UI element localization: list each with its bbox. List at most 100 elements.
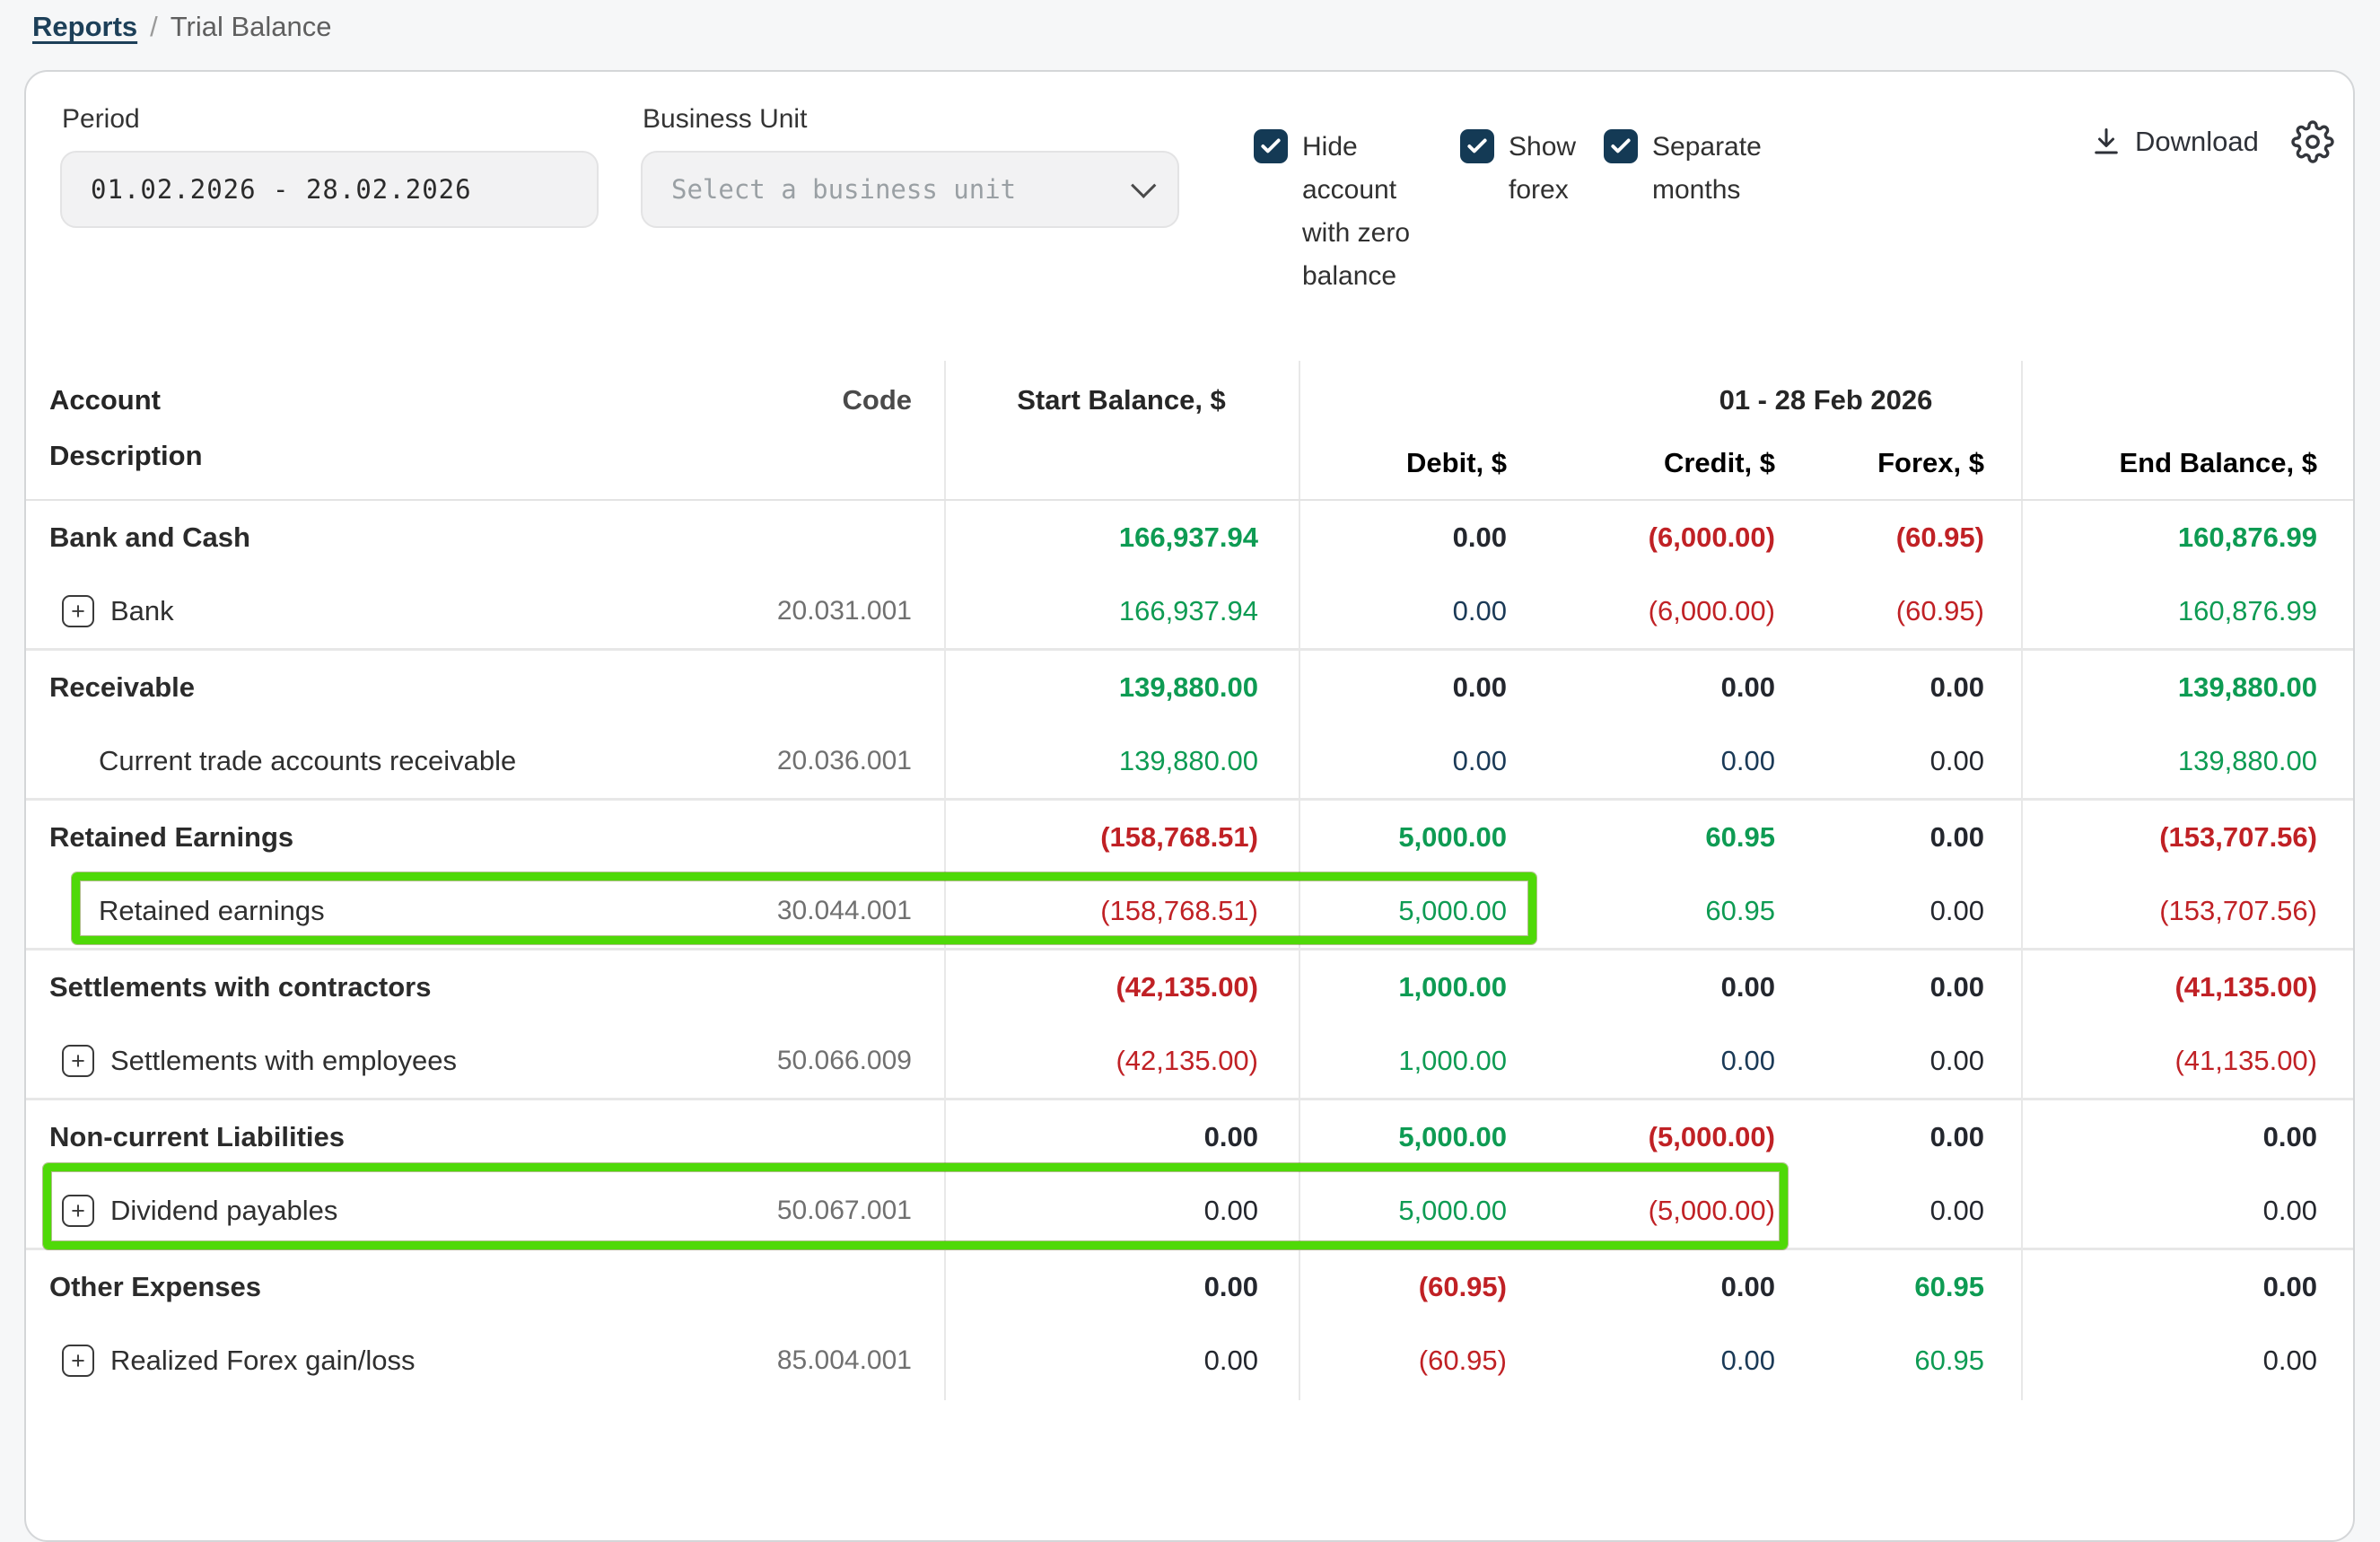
account-name: Dividend payables: [110, 1195, 337, 1227]
expand-icon[interactable]: +: [62, 1045, 94, 1077]
column-divider: [1299, 361, 1300, 1400]
page-title: Trial Balance: [171, 11, 332, 42]
cell-end-balance: 139,880.00: [2021, 671, 2353, 704]
cell-credit[interactable]: 0.00: [1534, 1345, 1802, 1377]
cell-credit: (5,000.00): [1534, 1121, 1802, 1153]
cell-end-balance: 0.00: [2021, 1121, 2353, 1153]
account-code: 30.044.001: [777, 896, 912, 926]
cell-forex: 0.00: [1802, 745, 2021, 777]
business-unit-label: Business Unit: [643, 104, 807, 135]
checkbox-show-forex[interactable]: Show forex: [1460, 126, 1598, 212]
checkbox-label: Hide account with zero balance: [1302, 126, 1428, 298]
account-band: Other Expenses0.00(60.95)0.0060.950.00+R…: [26, 1250, 2353, 1397]
cell-credit: (5,000.00): [1534, 1195, 1802, 1227]
table-row-group: Non-current Liabilities0.005,000.00(5,00…: [26, 1100, 2353, 1174]
account-name: Realized Forex gain/loss: [110, 1345, 415, 1377]
group-name: Receivable: [26, 671, 195, 704]
cell-debit: 5,000.00: [1299, 895, 1534, 927]
cell-credit: 60.95: [1534, 895, 1802, 927]
cell-credit: 0.00: [1534, 971, 1802, 1003]
cell-start-balance: (158,768.51): [944, 895, 1299, 927]
account-code: 85.004.001: [777, 1345, 912, 1376]
column-divider: [2021, 361, 2023, 1400]
expand-icon[interactable]: +: [62, 1345, 94, 1377]
header-debit: Debit, $: [1299, 447, 1507, 479]
cell-forex: (60.95): [1802, 521, 2021, 554]
cell-start-balance: 166,937.94: [944, 595, 1299, 627]
table-row: +Realized Forex gain/loss85.004.0010.00(…: [26, 1324, 2353, 1397]
checkbox-checked-icon[interactable]: [1604, 129, 1638, 163]
expand-icon[interactable]: +: [62, 1195, 94, 1227]
cell-start-balance: (42,135.00): [944, 1045, 1299, 1077]
cell-start-balance: 0.00: [944, 1121, 1299, 1153]
header-forex: Forex, $: [1802, 447, 1984, 479]
cell-forex: 0.00: [1802, 971, 2021, 1003]
account-code: 50.067.001: [777, 1196, 912, 1226]
cell-start-balance: (158,768.51): [944, 821, 1299, 854]
cell-start-balance: 139,880.00: [944, 671, 1299, 704]
cell-end-balance: (153,707.56): [2021, 821, 2353, 854]
checkbox-label: Show forex: [1509, 126, 1598, 212]
cell-credit: 60.95: [1534, 821, 1802, 854]
cell-forex: 60.95: [1802, 1345, 2021, 1377]
checkbox-hide-zero-balance[interactable]: Hide account with zero balance: [1254, 126, 1428, 298]
cell-start-balance: 0.00: [944, 1271, 1299, 1303]
cell-debit: 5,000.00: [1299, 821, 1534, 854]
cell-end-balance: 160,876.99: [2021, 595, 2353, 627]
breadcrumb-reports-link[interactable]: Reports: [32, 11, 137, 42]
table-row: Retained earnings 30.044.001 (158,768.51)5…: [26, 874, 2353, 948]
cell-debit: 0.00: [1299, 671, 1534, 704]
account-code: 50.066.009: [777, 1046, 912, 1076]
checkbox-label: Separate months: [1652, 126, 1783, 212]
cell-credit: 0.00: [1534, 671, 1802, 704]
column-divider: [944, 361, 946, 1400]
period-input[interactable]: 01.02.2026 - 28.02.2026: [60, 151, 599, 228]
header-credit: Credit, $: [1534, 447, 1775, 479]
cell-start-balance: 139,880.00: [944, 745, 1299, 777]
cell-debit[interactable]: 0.00: [1299, 595, 1534, 627]
cell-forex: 0.00: [1802, 895, 2021, 927]
cell-end-balance: 0.00: [2021, 1271, 2353, 1303]
cell-debit: (60.95): [1299, 1271, 1534, 1303]
group-name: Non-current Liabilities: [26, 1121, 345, 1153]
account-code: 20.036.001: [777, 746, 912, 776]
expand-icon[interactable]: +: [62, 595, 94, 627]
cell-credit[interactable]: 0.00: [1534, 1045, 1802, 1077]
checkbox-checked-icon[interactable]: [1460, 129, 1494, 163]
cell-credit[interactable]: 0.00: [1534, 745, 1802, 777]
cell-credit: (6,000.00): [1534, 595, 1802, 627]
cell-end-balance: 0.00: [2021, 1345, 2353, 1377]
cell-end-balance: 139,880.00: [2021, 745, 2353, 777]
business-unit-placeholder: Select a business unit: [671, 174, 1016, 205]
group-name: Other Expenses: [26, 1271, 261, 1303]
cell-forex: 0.00: [1802, 1195, 2021, 1227]
account-name: Retained earnings: [26, 895, 325, 927]
checkbox-separate-months[interactable]: Separate months: [1604, 126, 1783, 212]
account-band: Receivable139,880.000.000.000.00139,880.…: [26, 651, 2353, 801]
checkbox-checked-icon[interactable]: [1254, 129, 1288, 163]
cell-debit: (60.95): [1299, 1345, 1534, 1377]
table-row-group: Settlements with contractors(42,135.00)1…: [26, 951, 2353, 1024]
download-label: Download: [2135, 126, 2259, 158]
cell-debit: 1,000.00: [1299, 971, 1534, 1003]
cell-forex: 0.00: [1802, 671, 2021, 704]
gear-icon[interactable]: [2291, 120, 2334, 163]
account-band: Bank and Cash166,937.940.00(6,000.00)(60…: [26, 501, 2353, 651]
group-name: Retained Earnings: [26, 821, 293, 854]
cell-start-balance: (42,135.00): [944, 971, 1299, 1003]
table-header: Account Description Start Balance, $ 01 …: [26, 361, 2353, 501]
account-code: 20.031.001: [777, 596, 912, 626]
period-label: Period: [62, 104, 140, 135]
chevron-down-icon: [1131, 173, 1156, 198]
cell-forex: 0.00: [1802, 821, 2021, 854]
cell-start-balance: 0.00: [944, 1195, 1299, 1227]
download-button[interactable]: Download: [2090, 126, 2259, 158]
cell-start-balance: 166,937.94: [944, 521, 1299, 554]
table-row-group: Receivable139,880.000.000.000.00139,880.…: [26, 651, 2353, 724]
account-name: Bank: [110, 595, 174, 627]
cell-credit: (6,000.00): [1534, 521, 1802, 554]
business-unit-select[interactable]: Select a business unit: [641, 151, 1179, 228]
account-band: Settlements with contractors(42,135.00)1…: [26, 951, 2353, 1100]
cell-debit[interactable]: 0.00: [1299, 745, 1534, 777]
account-name: Current trade accounts receivable: [26, 745, 516, 777]
